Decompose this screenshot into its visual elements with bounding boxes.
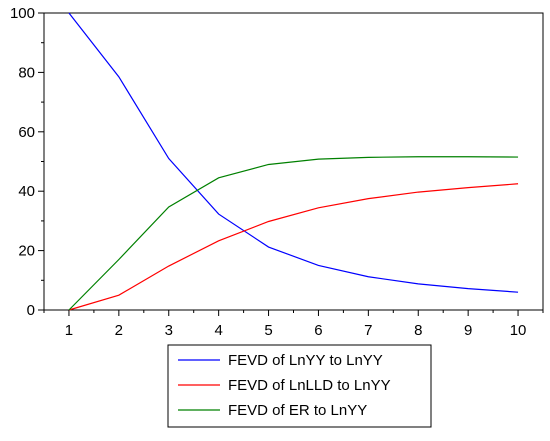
x-tick-label: 10 (510, 322, 527, 339)
x-tick-label: 2 (115, 322, 123, 339)
series-lines (68, 12, 519, 311)
series-line-2 (68, 183, 519, 311)
y-tick-label: 20 (18, 243, 35, 260)
x-axis: 1 2 3 4 5 6 7 8 9 10 (43, 310, 544, 339)
x-tick-label: 6 (314, 322, 322, 339)
series-line-3 (68, 156, 519, 311)
y-tick-label: 80 (18, 64, 35, 81)
legend-label-2: FEVD of LnLLD to LnYY (228, 377, 391, 394)
legend-label-3: FEVD of ER to LnYY (228, 402, 367, 419)
x-tick-label: 3 (165, 322, 173, 339)
legend-label-1: FEVD of LnYY to LnYY (228, 352, 383, 369)
x-tick-label: 1 (65, 322, 73, 339)
legend: FEVD of LnYY to LnYY FEVD of LnLLD to LnY… (167, 344, 432, 428)
y-tick-label: 40 (18, 183, 35, 200)
y-tick-label: 0 (27, 302, 35, 319)
y-axis: 0 20 40 60 80 100 (10, 5, 44, 319)
x-tick-label: 8 (414, 322, 422, 339)
x-tick-label: 7 (364, 322, 372, 339)
x-tick-label: 5 (264, 322, 272, 339)
x-tick-label: 9 (464, 322, 472, 339)
y-tick-label: 60 (18, 124, 35, 141)
y-tick-label: 100 (10, 5, 35, 22)
legend-box (167, 344, 432, 428)
series-line-1 (68, 12, 519, 293)
x-tick-label: 4 (214, 322, 222, 339)
